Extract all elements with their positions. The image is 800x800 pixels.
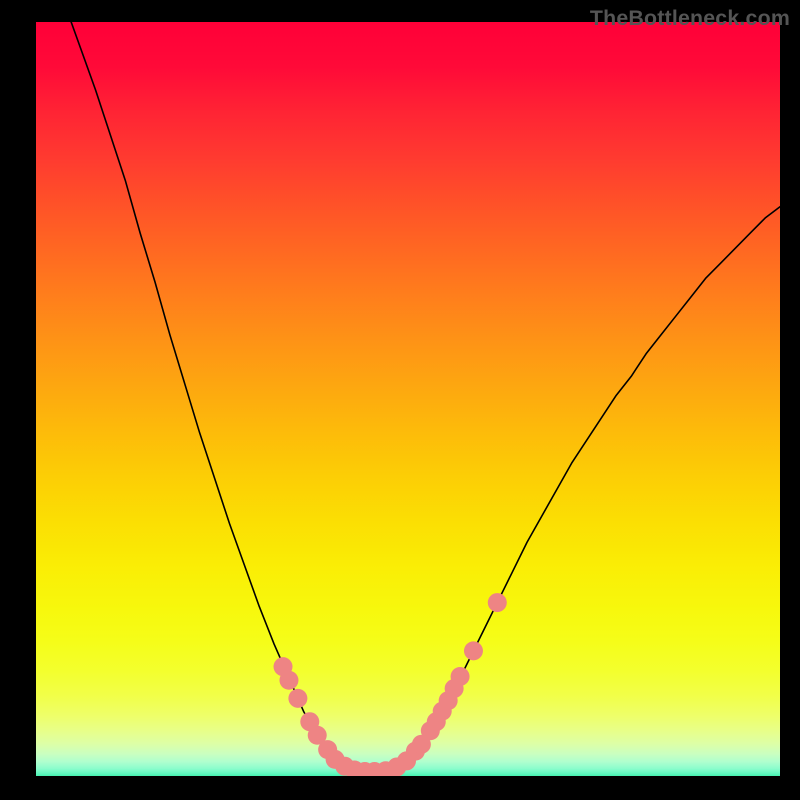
- data-marker: [288, 689, 307, 708]
- data-marker: [464, 641, 483, 660]
- data-marker: [488, 593, 507, 612]
- data-marker: [279, 671, 298, 690]
- bottleneck-chart: [0, 0, 800, 800]
- chart-root: TheBottleneck.com: [0, 0, 800, 800]
- plot-area: [36, 7, 780, 781]
- plot-background-gradient: [36, 22, 780, 776]
- data-marker: [451, 667, 470, 686]
- attribution-label: TheBottleneck.com: [590, 6, 790, 31]
